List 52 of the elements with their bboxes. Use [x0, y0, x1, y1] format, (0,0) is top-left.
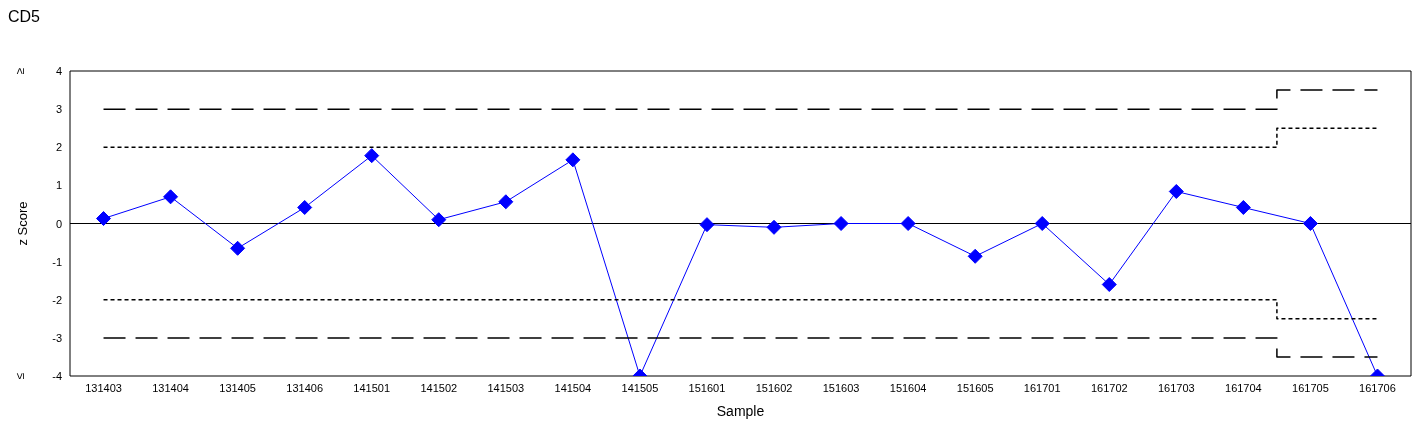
x-tick-label: 151605: [956, 381, 994, 394]
x-tick-label: 141503: [487, 381, 525, 394]
point: [431, 212, 447, 228]
point: [498, 194, 514, 210]
x-tick-label: 151604: [889, 381, 927, 394]
point: [766, 219, 782, 235]
y-tick-label: -2: [52, 293, 62, 306]
point: [1235, 199, 1251, 215]
y-tick-label: 1: [55, 179, 62, 192]
x-axis-title: Sample: [716, 403, 765, 419]
point: [1302, 216, 1318, 231]
chart-title: CD5: [8, 8, 41, 27]
point: [96, 211, 112, 227]
y-axis-title: z Score: [14, 201, 30, 246]
x-tick-label: 141502: [420, 381, 458, 394]
x-tick-label: 151602: [755, 381, 793, 394]
y-tick-label: 3: [55, 103, 62, 116]
x-tick-label: 131404: [152, 381, 189, 394]
point: [699, 217, 715, 233]
x-tick-label: 141501: [353, 381, 391, 394]
y-tick-label: 4: [55, 65, 62, 77]
x-tick-label: 151603: [822, 381, 860, 394]
point: [1101, 277, 1117, 292]
y-tick-label: -4: [52, 370, 62, 382]
x-tick-label: 141504: [554, 381, 592, 394]
point: [163, 189, 179, 205]
point: [833, 216, 849, 231]
x-tick-label: 141505: [621, 381, 659, 394]
x-tick-label: 131403: [85, 381, 122, 394]
y-tick-label: -3: [52, 331, 62, 344]
x-tick-label: 161703: [1157, 381, 1195, 394]
x-tick-label: 131406: [286, 381, 324, 394]
x-tick-label: 161701: [1023, 381, 1061, 394]
point: [297, 199, 313, 215]
point: [565, 152, 581, 168]
point: [1034, 216, 1050, 231]
text: ≥: [13, 67, 27, 75]
point: [900, 216, 916, 231]
y-tick-label: 0: [55, 217, 62, 230]
x-tick-label: 161702: [1090, 381, 1128, 394]
x-tick-label: 161706: [1359, 381, 1396, 394]
y-tick-label: 2: [55, 141, 62, 154]
x-tick-label: 131405: [219, 381, 256, 394]
x-tick-label: 161705: [1292, 381, 1329, 394]
y-tick-label: -1: [52, 255, 62, 268]
x-tick-label: 161704: [1225, 381, 1262, 394]
x-tick-label: 151601: [688, 381, 726, 394]
point: [230, 240, 246, 256]
point: [1168, 183, 1184, 199]
point: [364, 148, 380, 164]
text: ≤: [13, 372, 27, 380]
point: [967, 248, 983, 264]
